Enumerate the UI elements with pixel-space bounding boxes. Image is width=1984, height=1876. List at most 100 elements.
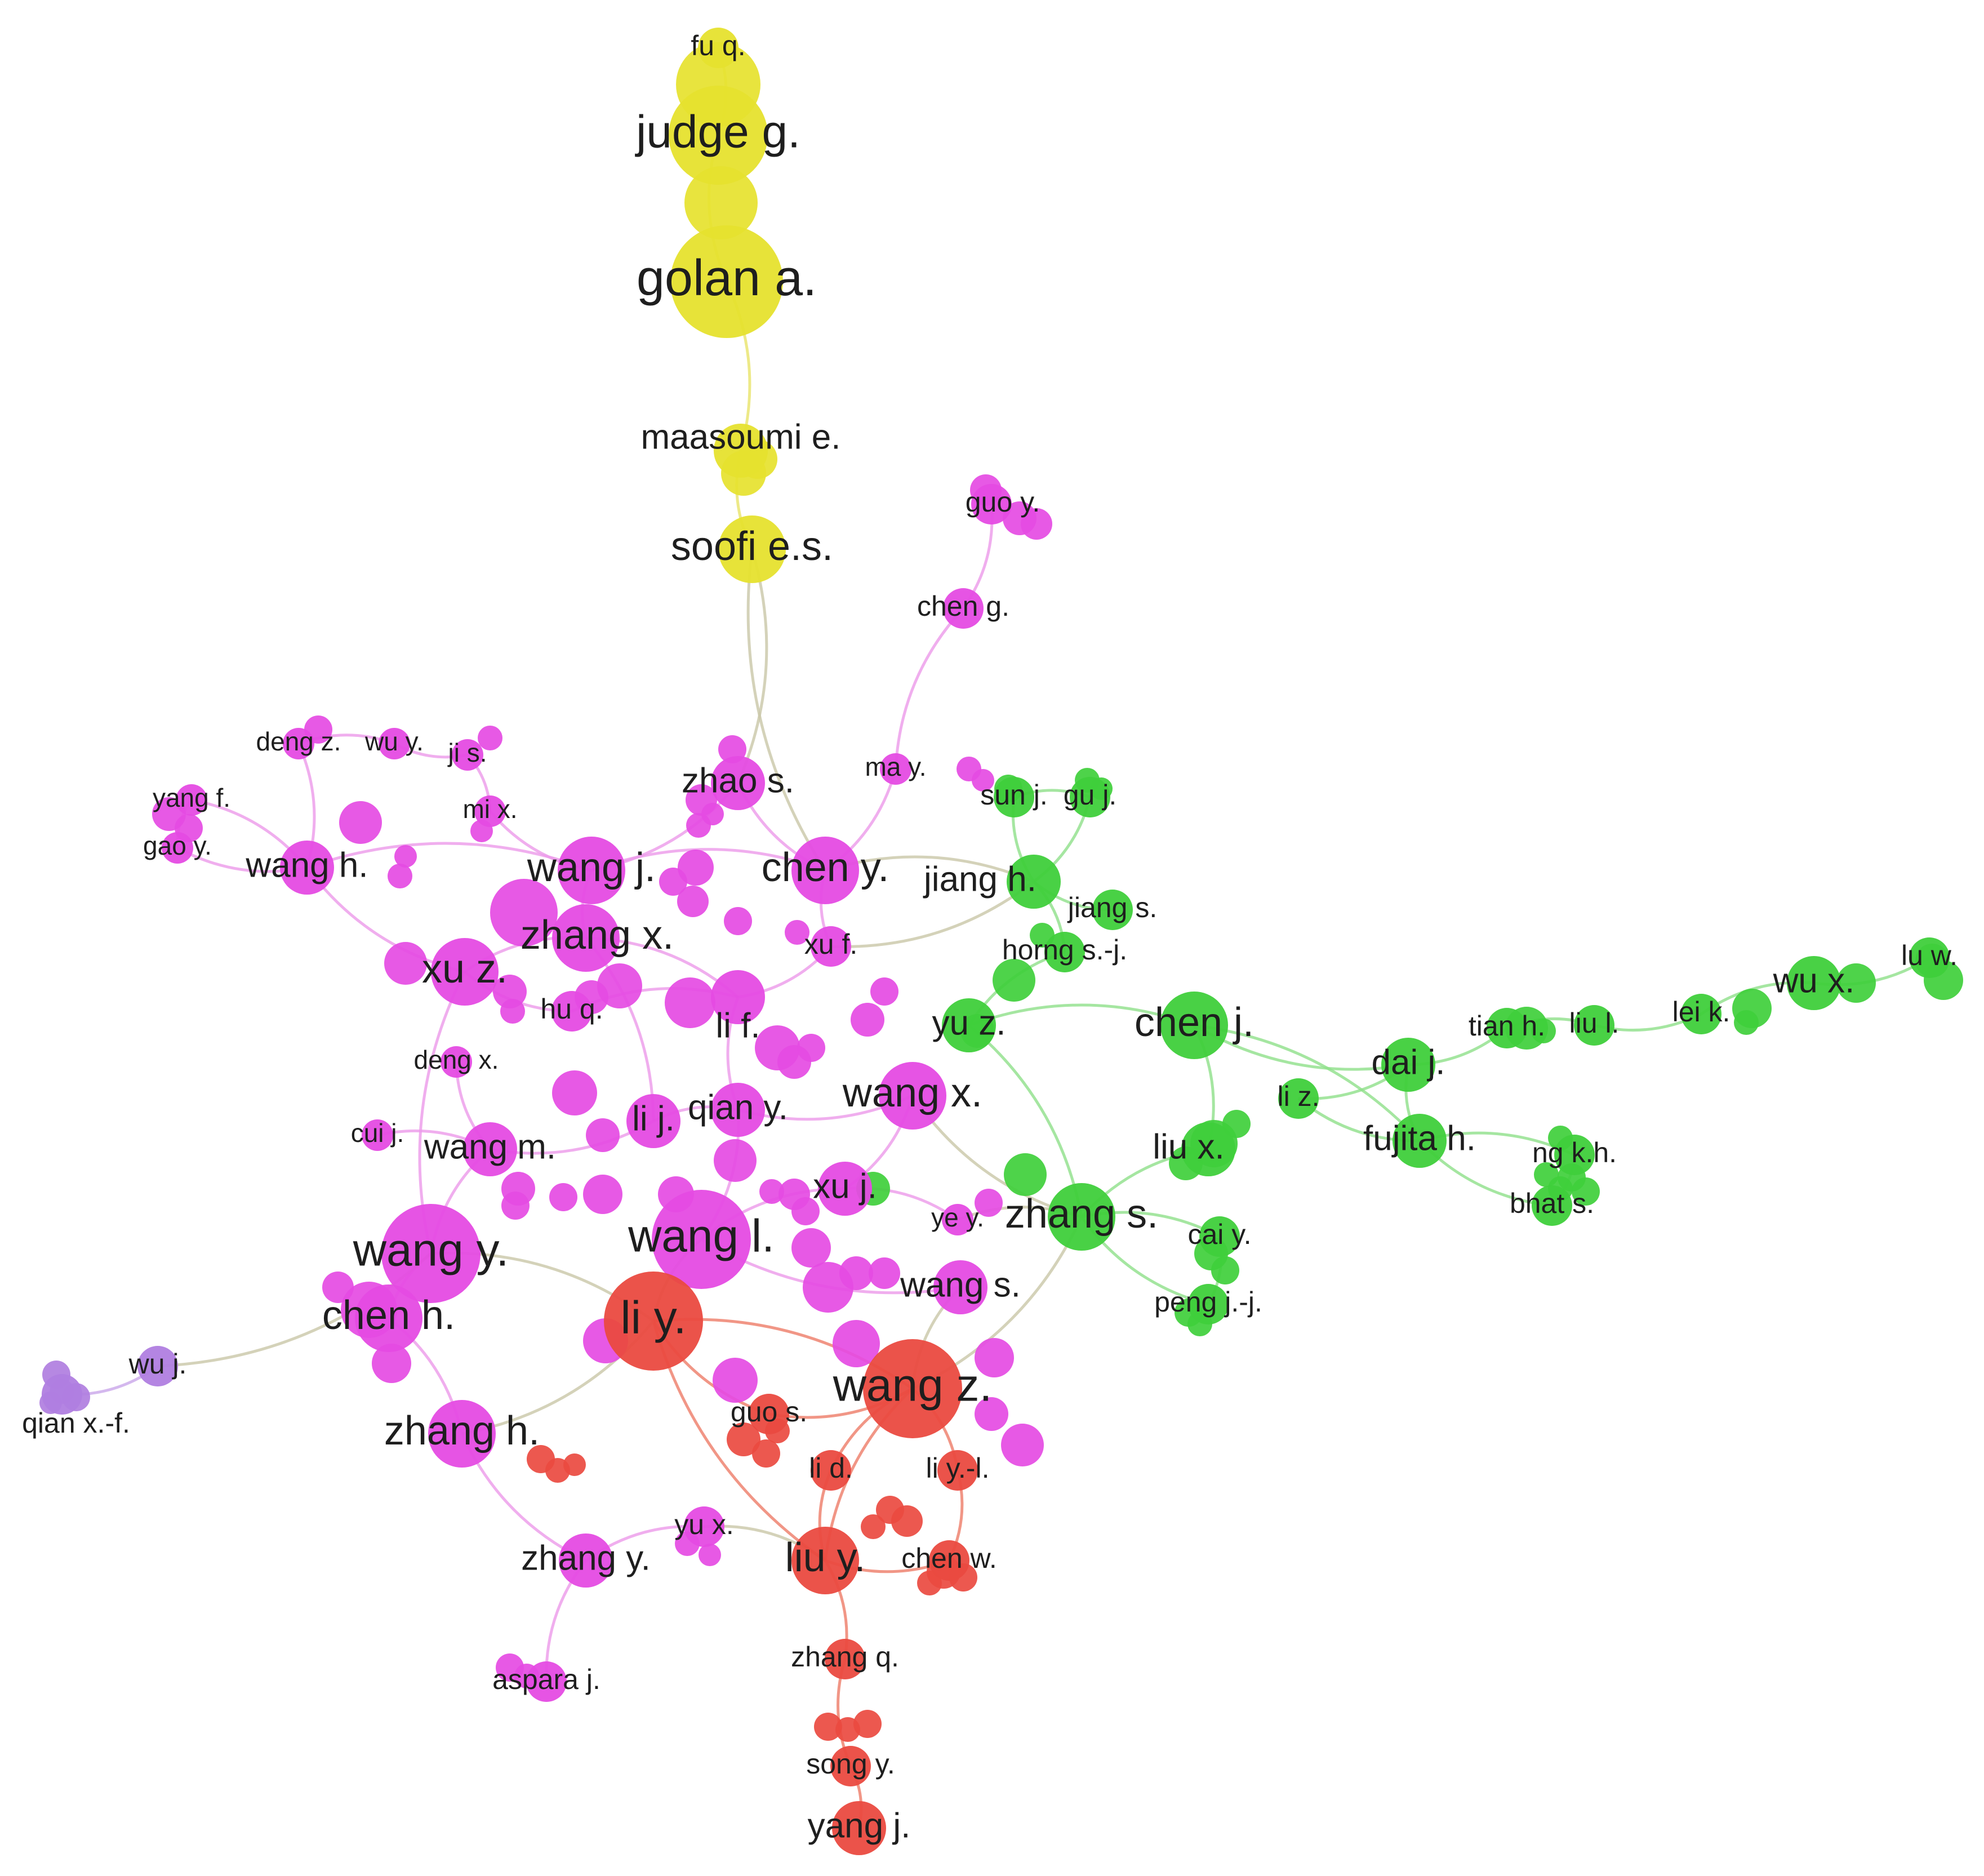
node-yangf[interactable] — [176, 784, 207, 816]
node-huq[interactable] — [551, 991, 592, 1032]
node-circle[interactable] — [563, 1453, 586, 1476]
node-circle[interactable] — [322, 1272, 354, 1303]
node-circle[interactable] — [493, 975, 527, 1008]
node-pengjj[interactable] — [1188, 1284, 1229, 1324]
node-ngkh[interactable] — [1554, 1135, 1595, 1175]
node-zhangs[interactable] — [1048, 1183, 1115, 1251]
node-yangj[interactable] — [832, 1801, 886, 1855]
node-lid[interactable] — [811, 1450, 851, 1491]
node-circle[interactable] — [1836, 963, 1876, 1003]
node-circle[interactable] — [917, 1571, 942, 1595]
node-liul[interactable] — [1574, 1005, 1614, 1046]
node-circle[interactable] — [791, 1197, 820, 1225]
node-zhangx[interactable] — [552, 904, 620, 972]
node-circle[interactable] — [701, 803, 724, 825]
node-circle[interactable] — [972, 769, 994, 792]
node-cheng[interactable] — [943, 588, 984, 629]
node-gaoy[interactable] — [162, 832, 193, 864]
node-circle[interactable] — [490, 879, 558, 946]
node-caiy[interactable] — [1199, 1216, 1240, 1257]
node-zhaos[interactable] — [711, 756, 765, 810]
node-liyl[interactable] — [937, 1450, 978, 1491]
node-circle[interactable] — [869, 1257, 900, 1289]
node-wux[interactable] — [1787, 956, 1841, 1010]
node-xuf[interactable] — [811, 926, 851, 967]
node-circle[interactable] — [1004, 1153, 1047, 1196]
node-wangz[interactable] — [863, 1339, 962, 1438]
node-yey[interactable] — [942, 1204, 973, 1235]
node-xuj[interactable] — [818, 1162, 872, 1216]
node-wangx[interactable] — [879, 1062, 946, 1130]
node-circle[interactable] — [1531, 1019, 1556, 1043]
node-wangl[interactable] — [652, 1190, 751, 1289]
node-wuy[interactable] — [379, 728, 410, 759]
node-circle[interactable] — [833, 1320, 880, 1367]
node-guoy[interactable] — [971, 484, 1012, 524]
node-circle[interactable] — [678, 850, 714, 886]
node-circle[interactable] — [851, 1003, 884, 1037]
node-circle[interactable] — [583, 1175, 622, 1214]
node-liux[interactable] — [1181, 1122, 1235, 1176]
node-circle[interactable] — [752, 1439, 780, 1468]
node-circle[interactable] — [727, 1422, 760, 1456]
node-zhangy[interactable] — [559, 1533, 613, 1588]
node-guos[interactable] — [749, 1394, 789, 1434]
node-circle[interactable] — [1001, 1424, 1044, 1466]
node-liz[interactable] — [1278, 1078, 1319, 1119]
node-mix[interactable] — [474, 795, 506, 827]
node-yux[interactable] — [684, 1506, 724, 1547]
node-circle[interactable] — [861, 1514, 886, 1539]
node-circle[interactable] — [785, 920, 809, 945]
node-asparaj[interactable] — [526, 1661, 567, 1702]
node-circle[interactable] — [665, 977, 715, 1028]
node-circle[interactable] — [975, 1338, 1014, 1377]
node-dengx[interactable] — [441, 1046, 472, 1078]
node-circle[interactable] — [384, 942, 427, 985]
node-fujitah[interactable] — [1393, 1114, 1447, 1168]
node-circle[interactable] — [394, 845, 417, 868]
node-circle[interactable] — [372, 1344, 411, 1383]
node-daij[interactable] — [1381, 1038, 1435, 1092]
node-chenw[interactable] — [929, 1540, 969, 1581]
node-liuy[interactable] — [791, 1527, 859, 1594]
node-guj[interactable] — [1070, 777, 1110, 817]
node-may[interactable] — [880, 753, 911, 785]
node-jiangh[interactable] — [1007, 855, 1061, 909]
node-circle[interactable] — [1211, 1256, 1239, 1284]
node-circle[interactable] — [853, 1710, 882, 1738]
node-circle[interactable] — [975, 1397, 1008, 1431]
node-circle[interactable] — [500, 999, 525, 1024]
node-lij[interactable] — [626, 1094, 680, 1148]
node-circle[interactable] — [713, 1358, 758, 1403]
node-circle[interactable] — [870, 977, 898, 1006]
node-zhangq[interactable] — [825, 1639, 865, 1679]
node-circle[interactable] — [388, 864, 412, 888]
node-circle[interactable] — [339, 801, 382, 844]
node-jiangs[interactable] — [1092, 890, 1133, 930]
node-horngsj[interactable] — [1044, 932, 1085, 972]
node-yuz[interactable] — [942, 998, 996, 1052]
node-xuz[interactable] — [431, 938, 499, 1006]
node-wangh[interactable] — [280, 841, 334, 895]
node-circle[interactable] — [814, 1713, 842, 1741]
node-chenh[interactable] — [355, 1284, 422, 1352]
node-wangy[interactable] — [381, 1204, 481, 1303]
node-circle[interactable] — [677, 886, 709, 917]
node-qianxf[interactable] — [42, 1374, 82, 1415]
node-circle[interactable] — [1734, 1010, 1759, 1035]
node-wuj[interactable] — [137, 1346, 178, 1386]
node-circle[interactable] — [791, 1228, 831, 1268]
node-circle[interactable] — [891, 1505, 923, 1537]
node-circle[interactable] — [552, 1070, 597, 1115]
node-qiany[interactable] — [711, 1083, 765, 1137]
node-circle[interactable] — [975, 1189, 1003, 1217]
node-soofi[interactable] — [718, 515, 786, 583]
node-cheny[interactable] — [791, 837, 859, 904]
node-circle[interactable] — [714, 1139, 757, 1182]
node-songy[interactable] — [830, 1746, 871, 1786]
node-circle[interactable] — [724, 907, 752, 935]
node-sunj[interactable] — [994, 777, 1034, 817]
node-circle[interactable] — [1222, 1110, 1251, 1138]
node-circle[interactable] — [759, 1179, 784, 1204]
node-fuq[interactable] — [698, 28, 739, 68]
